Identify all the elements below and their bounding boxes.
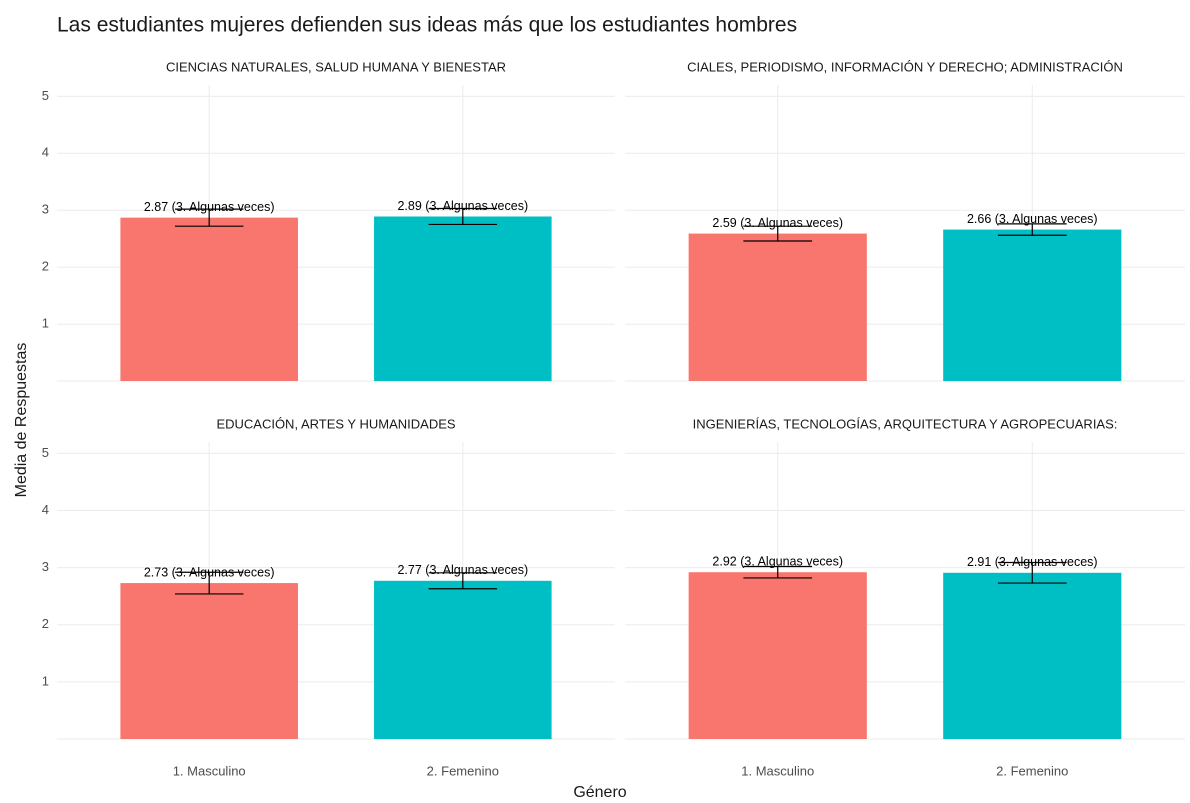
bar bbox=[374, 216, 552, 381]
x-tick-label: 2. Femenino bbox=[427, 763, 499, 778]
x-axis-label: Género bbox=[573, 784, 626, 801]
y-axis-label: Media de Respuestas bbox=[13, 343, 30, 498]
y-tick-label: 5 bbox=[42, 88, 49, 103]
panel-title: CIENCIAS NATURALES, SALUD HUMANA Y BIENE… bbox=[166, 59, 506, 74]
data-label: 2.91 (3. Algunas veces) bbox=[967, 555, 1098, 569]
y-tick-label: 4 bbox=[42, 145, 49, 160]
y-tick-label: 2 bbox=[42, 259, 49, 274]
error-bar bbox=[997, 223, 1067, 236]
error-bar bbox=[743, 565, 813, 579]
bar bbox=[688, 572, 867, 739]
error-bar bbox=[174, 208, 244, 227]
bar bbox=[120, 217, 298, 381]
panel-title: EDUCACIÓN, ARTES Y HUMANIDADES bbox=[216, 416, 455, 431]
data-label: 2.89 (3. Algunas veces) bbox=[397, 199, 528, 213]
data-label: 2.92 (3. Algunas veces) bbox=[712, 555, 843, 569]
y-tick-label: 3 bbox=[42, 559, 49, 574]
bar bbox=[120, 583, 298, 739]
y-tick-label: 1 bbox=[42, 316, 49, 331]
y-tick-label: 4 bbox=[42, 502, 49, 517]
data-label: 2.66 (3. Algunas veces) bbox=[967, 212, 1098, 226]
bar bbox=[943, 229, 1122, 381]
x-tick-label: 1. Masculino bbox=[173, 763, 246, 778]
chart-title: Las estudiantes mujeres defienden sus id… bbox=[57, 14, 797, 37]
y-tick-label: 2 bbox=[42, 616, 49, 631]
bar bbox=[943, 572, 1122, 739]
y-tick-label: 5 bbox=[42, 445, 49, 460]
x-tick-label: 2. Femenino bbox=[996, 763, 1068, 778]
x-tick-label: 1. Masculino bbox=[741, 763, 814, 778]
data-label: 2.59 (3. Algunas veces) bbox=[712, 216, 843, 230]
data-label: 2.87 (3. Algunas veces) bbox=[144, 200, 275, 214]
bar bbox=[374, 580, 552, 739]
data-label: 2.77 (3. Algunas veces) bbox=[397, 563, 528, 577]
error-bar bbox=[428, 207, 498, 226]
panel-title: INGENIERÍAS, TECNOLOGÍAS, ARQUITECTURA Y… bbox=[693, 416, 1118, 431]
panel-title: CIALES, PERIODISMO, INFORMACIÓN Y DERECH… bbox=[687, 59, 1123, 74]
y-tick-label: 3 bbox=[42, 202, 49, 217]
error-bar bbox=[174, 571, 244, 595]
y-tick-label: 1 bbox=[42, 673, 49, 688]
data-label: 2.73 (3. Algunas veces) bbox=[144, 565, 275, 579]
error-bar bbox=[428, 572, 498, 590]
error-bar bbox=[743, 225, 813, 242]
error-bar bbox=[997, 561, 1067, 584]
bar bbox=[688, 233, 867, 381]
